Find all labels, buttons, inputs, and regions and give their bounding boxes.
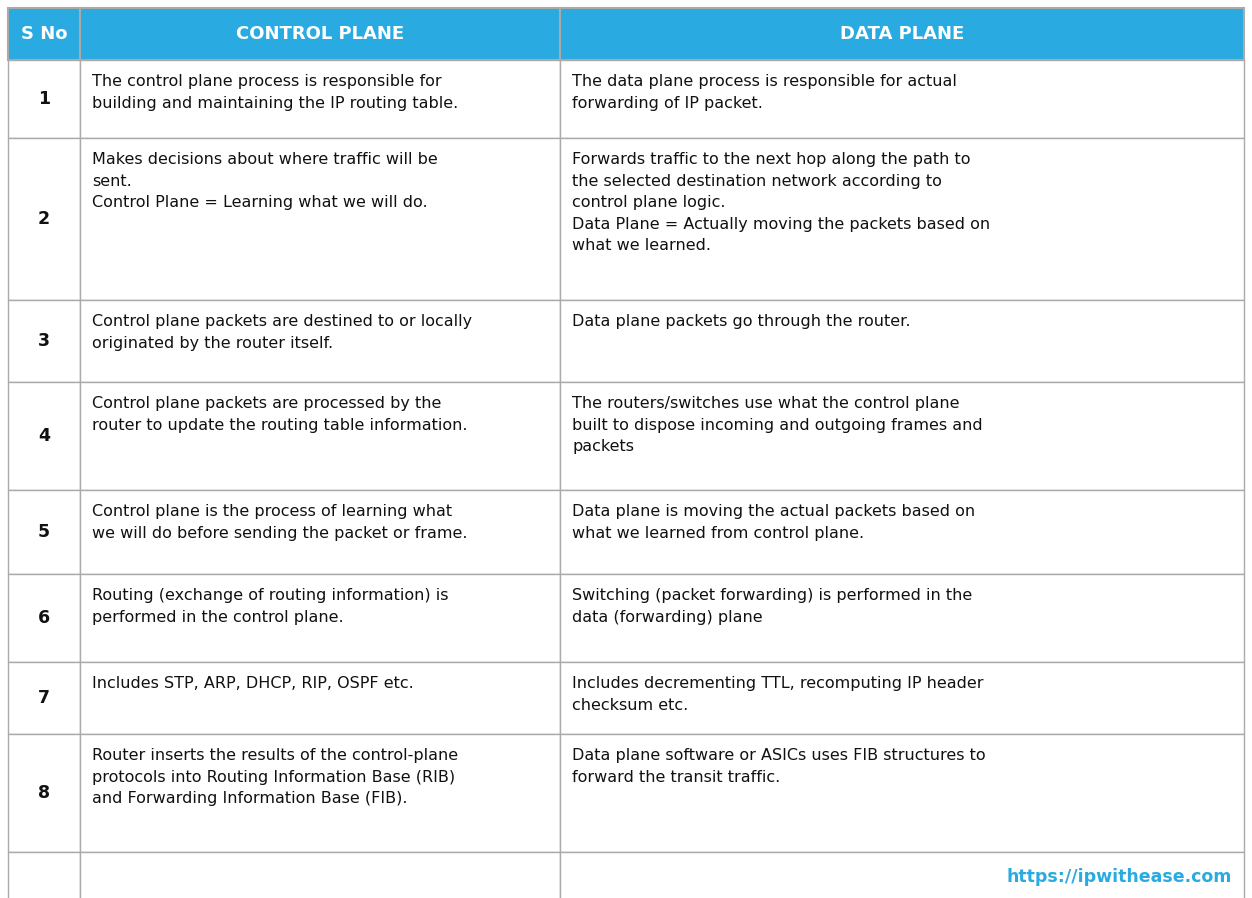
Text: 5: 5 [38, 523, 50, 541]
Text: Control plane packets are processed by the
router to update the routing table in: Control plane packets are processed by t… [91, 396, 467, 433]
Text: The data plane process is responsible for actual
forwarding of IP packet.: The data plane process is responsible fo… [572, 74, 957, 110]
Bar [8, 490, 80, 574]
Text: 8: 8 [38, 784, 50, 802]
Text: Switching (packet forwarding) is performed in the
data (forwarding) plane: Switching (packet forwarding) is perform… [572, 588, 973, 625]
Bar [80, 8, 560, 60]
Bar [8, 734, 80, 852]
Text: The control plane process is responsible for
building and maintaining the IP rou: The control plane process is responsible… [91, 74, 458, 110]
Text: 2: 2 [38, 210, 50, 228]
Text: CONTROL PLANE: CONTROL PLANE [235, 25, 404, 43]
Bar [8, 300, 80, 382]
Text: Data plane software or ASICs uses FIB structures to
forward the transit traffic.: Data plane software or ASICs uses FIB st… [572, 748, 985, 785]
Bar [80, 574, 560, 662]
Text: Data plane packets go through the router.: Data plane packets go through the router… [572, 314, 910, 329]
Text: The routers/switches use what the control plane
built to dispose incoming and ou: The routers/switches use what the contro… [572, 396, 983, 454]
Bar [8, 382, 80, 490]
Bar [80, 138, 560, 300]
Text: 4: 4 [38, 427, 50, 445]
Text: Includes STP, ARP, DHCP, RIP, OSPF etc.: Includes STP, ARP, DHCP, RIP, OSPF etc. [91, 676, 413, 691]
Bar [560, 8, 1244, 60]
Text: 7: 7 [38, 689, 50, 707]
Bar [560, 300, 1244, 382]
Bar [80, 490, 560, 574]
Bar [80, 382, 560, 490]
Bar [560, 60, 1244, 138]
Bar [80, 852, 560, 898]
Bar [560, 382, 1244, 490]
Text: https://ipwithease.com: https://ipwithease.com [1007, 868, 1232, 886]
Text: Data plane is moving the actual packets based on
what we learned from control pl: Data plane is moving the actual packets … [572, 504, 975, 541]
Text: Includes decrementing TTL, recomputing IP header
checksum etc.: Includes decrementing TTL, recomputing I… [572, 676, 984, 713]
Bar [560, 138, 1244, 300]
Text: S No: S No [21, 25, 68, 43]
Text: Routing (exchange of routing information) is
performed in the control plane.: Routing (exchange of routing information… [91, 588, 448, 625]
Text: Makes decisions about where traffic will be
sent.
Control Plane = Learning what : Makes decisions about where traffic will… [91, 152, 438, 210]
Bar [560, 852, 1244, 898]
Bar [8, 138, 80, 300]
Text: Forwards traffic to the next hop along the path to
the selected destination netw: Forwards traffic to the next hop along t… [572, 152, 990, 253]
Text: Router inserts the results of the control-plane
protocols into Routing Informati: Router inserts the results of the contro… [91, 748, 458, 806]
Bar [80, 300, 560, 382]
Bar [8, 574, 80, 662]
Text: 3: 3 [38, 332, 50, 350]
Bar [8, 60, 80, 138]
Bar [560, 662, 1244, 734]
Bar [80, 60, 560, 138]
Bar [560, 734, 1244, 852]
Bar [80, 734, 560, 852]
Bar [560, 490, 1244, 574]
Text: DATA PLANE: DATA PLANE [840, 25, 964, 43]
Text: Control plane is the process of learning what
we will do before sending the pack: Control plane is the process of learning… [91, 504, 467, 541]
Text: 6: 6 [38, 609, 50, 627]
Text: Control plane packets are destined to or locally
originated by the router itself: Control plane packets are destined to or… [91, 314, 472, 350]
Bar [560, 574, 1244, 662]
Bar [8, 8, 80, 60]
Bar [8, 662, 80, 734]
Bar [80, 662, 560, 734]
Bar [8, 852, 80, 898]
Text: 1: 1 [38, 90, 50, 108]
